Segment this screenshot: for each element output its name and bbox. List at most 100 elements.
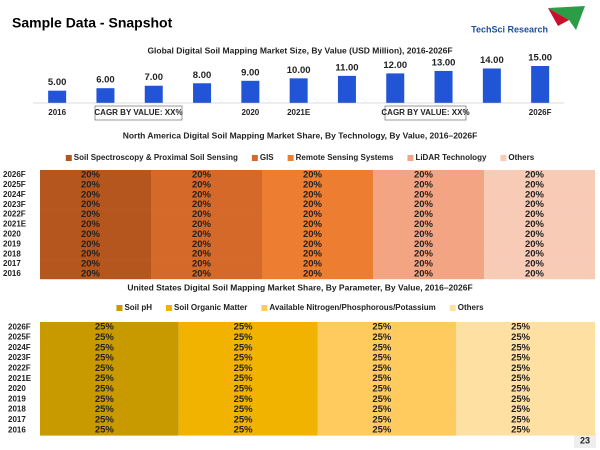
- chart-title: North America Digital Soil Mapping Marke…: [123, 130, 478, 140]
- value-label: 25%: [234, 342, 254, 353]
- value-label: 20%: [192, 179, 212, 190]
- legend-label: Remote Sensing Systems: [296, 153, 394, 162]
- value-label: 20%: [525, 179, 545, 190]
- bar: [482, 68, 501, 103]
- y-tick-label: 2018: [8, 405, 26, 414]
- annotation: CAGR BY VALUE: XX%: [94, 108, 182, 117]
- y-tick-label: 2017: [3, 259, 21, 268]
- value-label: 25%: [234, 322, 254, 333]
- bar-segment: [456, 394, 595, 405]
- logo-mark: [548, 6, 585, 30]
- value-label: 25%: [511, 332, 531, 343]
- y-tick-label: 2023F: [3, 200, 26, 209]
- legend-label: Soil pH: [124, 303, 152, 312]
- value-label: 25%: [372, 332, 392, 343]
- y-tick-label: 2020: [3, 229, 21, 238]
- bar-segment: [262, 259, 373, 270]
- bar-segment: [317, 363, 457, 374]
- value-label: 20%: [414, 169, 434, 180]
- value-label: 25%: [372, 322, 392, 333]
- bar-segment: [373, 179, 484, 191]
- value-label: 20%: [81, 179, 101, 190]
- value-label: 20%: [525, 249, 545, 260]
- bar-segment: [317, 394, 457, 405]
- bar: [434, 70, 453, 103]
- bar-segment: [484, 199, 595, 210]
- bar-segment: [373, 259, 484, 270]
- y-tick-label: 2022F: [8, 363, 31, 372]
- value-label: 25%: [372, 414, 392, 425]
- bar-segment: [456, 322, 595, 333]
- y-tick-label: 2021E: [3, 220, 27, 229]
- legend-label: GIS: [260, 153, 274, 162]
- bar-segment: [456, 404, 595, 415]
- bar-segment: [178, 425, 318, 436]
- value-label: 9.00: [241, 67, 260, 78]
- value-label: 20%: [303, 249, 323, 260]
- bar-segment: [151, 179, 262, 191]
- page-number-box: [574, 433, 596, 448]
- bar-segment: [40, 259, 151, 270]
- bar-segment: [373, 209, 484, 220]
- bar-segment: [317, 352, 457, 364]
- bar-segment: [151, 259, 262, 270]
- bar: [386, 73, 405, 103]
- bar-segment: [373, 199, 484, 210]
- value-label: 25%: [511, 363, 531, 374]
- legend-label: LiDAR Technology: [415, 153, 487, 162]
- value-label: 20%: [414, 249, 434, 260]
- chart: Global Digital Soil Mapping Market Size,…: [33, 45, 565, 121]
- bar-segment: [484, 189, 595, 200]
- bar-segment: [484, 179, 595, 191]
- bar-segment: [456, 414, 595, 426]
- value-label: 20%: [525, 239, 545, 250]
- logo: TechSci Research: [471, 6, 585, 34]
- bar-segment: [317, 383, 457, 395]
- value-label: 7.00: [145, 72, 164, 83]
- bar-segment: [40, 394, 179, 405]
- y-tick-label: 2024F: [8, 343, 31, 352]
- value-label: 25%: [511, 353, 531, 364]
- bar-segment: [40, 383, 179, 395]
- bar: [241, 80, 260, 103]
- value-label: 20%: [81, 169, 101, 180]
- value-label: 20%: [81, 249, 101, 260]
- value-label: 20%: [525, 219, 545, 230]
- value-label: 25%: [95, 322, 115, 333]
- y-tick-label: 2025F: [8, 333, 31, 342]
- bar-segment: [40, 249, 151, 260]
- bar-segment: [40, 425, 179, 436]
- bar-segment: [262, 189, 373, 200]
- value-label: 20%: [81, 259, 101, 270]
- value-label: 20%: [303, 219, 323, 230]
- bar-segment: [151, 209, 262, 220]
- value-label: 25%: [511, 342, 531, 353]
- value-label: 25%: [234, 383, 254, 394]
- value-label: 25%: [95, 414, 115, 425]
- value-label: 20%: [525, 169, 545, 180]
- value-label: 15.00: [528, 53, 552, 64]
- bar-segment: [178, 383, 318, 395]
- bar-segment: [40, 342, 179, 354]
- legend-label: Soil Spectroscopy & Proximal Soil Sensin…: [74, 153, 238, 162]
- value-label: 25%: [372, 394, 392, 405]
- value-label: 25%: [234, 332, 254, 343]
- annotation: CAGR BY VALUE: XX%: [381, 108, 469, 117]
- bar-segment: [317, 373, 457, 385]
- value-label: 6.00: [96, 75, 115, 86]
- value-label: 25%: [372, 363, 392, 374]
- slide-title: Sample Data - Snapshot: [12, 15, 173, 31]
- bar-segment: [262, 249, 373, 260]
- bar-segment: [178, 404, 318, 415]
- y-tick-label: 2024F: [3, 190, 26, 199]
- value-label: 25%: [511, 394, 531, 405]
- value-label: 25%: [511, 414, 531, 425]
- bar-segment: [151, 249, 262, 260]
- value-label: 20%: [192, 199, 212, 210]
- value-label: 20%: [525, 199, 545, 210]
- value-label: 20%: [414, 259, 434, 270]
- value-label: 25%: [372, 425, 392, 436]
- value-label: 20%: [81, 219, 101, 230]
